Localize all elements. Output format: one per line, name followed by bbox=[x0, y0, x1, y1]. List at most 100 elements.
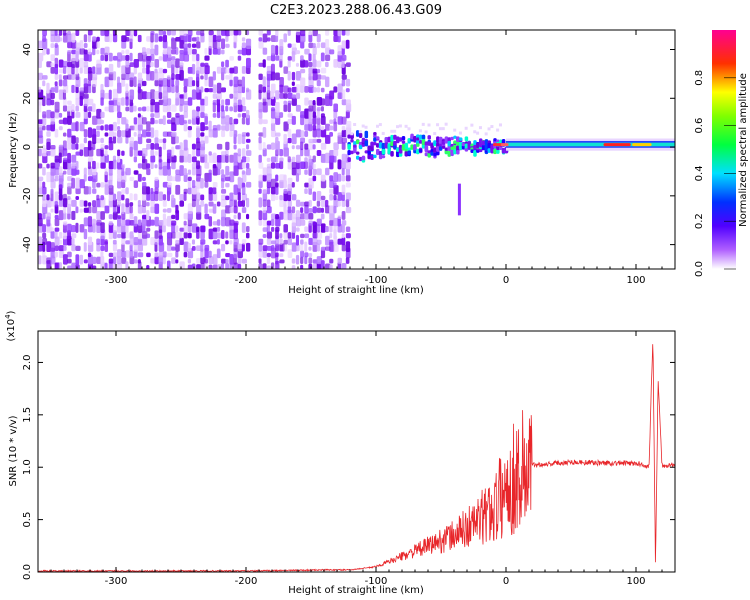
heatmap-cell bbox=[108, 258, 114, 264]
heatmap-cell bbox=[229, 67, 235, 74]
heatmap-cell bbox=[279, 93, 285, 99]
heatmap-cell bbox=[87, 106, 93, 112]
heatmap-cell bbox=[283, 188, 288, 194]
heatmap-cell bbox=[112, 230, 117, 239]
heatmap-cell bbox=[38, 180, 42, 189]
heatmap-cell bbox=[329, 90, 335, 100]
heatmap-cell bbox=[433, 140, 437, 145]
heatmap-cell bbox=[384, 142, 389, 149]
heatmap-cell bbox=[266, 231, 273, 239]
colorbar: 0.00.20.40.60.8 Normalized spectral ampl… bbox=[694, 30, 749, 277]
heatmap-cell bbox=[233, 198, 237, 208]
heatmap-cell bbox=[221, 130, 226, 138]
heatmap-cell bbox=[241, 97, 246, 106]
heatmap-cell bbox=[183, 86, 188, 93]
heatmap-cell bbox=[171, 60, 176, 68]
heatmap-cell bbox=[154, 230, 159, 239]
heatmap-cell bbox=[287, 43, 292, 48]
heatmap-cell bbox=[312, 53, 316, 62]
heatmap-cell bbox=[262, 227, 268, 232]
heatmap-cell bbox=[329, 49, 335, 55]
heatmap-cell bbox=[154, 44, 159, 56]
heatmap-cell bbox=[158, 191, 164, 202]
heatmap-cell bbox=[208, 264, 213, 269]
heatmap-cell bbox=[196, 148, 201, 157]
heatmap-cell bbox=[333, 118, 337, 125]
heatmap-cell bbox=[295, 84, 301, 94]
heatmap-cell bbox=[229, 130, 233, 138]
heatmap-cell bbox=[270, 226, 275, 232]
heatmap-cell bbox=[212, 163, 217, 169]
heatmap-cell bbox=[398, 137, 403, 142]
heatmap-cell bbox=[50, 208, 54, 213]
heatmap-cell bbox=[200, 62, 205, 67]
snr-scale-exponent: 4 bbox=[4, 314, 12, 319]
heatmap-cell bbox=[316, 239, 322, 245]
heatmap-cell bbox=[279, 157, 284, 163]
heatmap-cell bbox=[158, 220, 164, 226]
y-tick-label: 1.5 bbox=[22, 407, 33, 423]
heatmap-cell bbox=[150, 160, 154, 170]
heatmap-cell bbox=[300, 161, 306, 169]
heatmap-cell bbox=[345, 257, 350, 264]
heatmap-cell bbox=[75, 187, 81, 195]
heatmap-cell bbox=[216, 35, 222, 43]
heatmap-cell bbox=[175, 92, 181, 99]
heatmap-cell bbox=[96, 148, 102, 157]
heatmap-cell bbox=[125, 187, 129, 195]
heatmap-cell bbox=[325, 123, 331, 131]
heatmap-cell bbox=[304, 60, 309, 68]
heatmap-cell bbox=[208, 169, 212, 175]
heatmap-cell bbox=[146, 252, 151, 258]
heatmap-cell bbox=[312, 68, 318, 74]
heatmap-cell bbox=[241, 162, 246, 169]
heatmap-cell bbox=[312, 175, 317, 182]
heatmap-cell bbox=[246, 156, 250, 163]
heatmap-cell bbox=[258, 210, 263, 221]
heatmap-cell bbox=[407, 151, 411, 155]
heatmap-cell bbox=[262, 189, 267, 194]
heatmap-cell bbox=[125, 198, 130, 208]
heatmap-cell bbox=[175, 239, 180, 245]
heatmap-cell bbox=[308, 53, 312, 62]
heatmap-cell bbox=[150, 155, 156, 163]
heatmap-cell bbox=[262, 174, 267, 182]
heatmap-cell bbox=[196, 204, 202, 214]
heatmap-cell bbox=[166, 111, 172, 118]
heatmap-cell bbox=[312, 206, 317, 214]
heatmap-cell bbox=[104, 205, 110, 214]
heatmap-cell bbox=[300, 40, 305, 49]
heatmap-cell bbox=[87, 111, 92, 119]
heatmap-cell bbox=[229, 123, 235, 131]
heatmap-cell bbox=[46, 194, 50, 201]
heatmap-cell bbox=[58, 210, 64, 221]
heatmap-cell bbox=[125, 49, 130, 55]
heatmap-cell bbox=[67, 105, 72, 112]
heatmap-cell bbox=[237, 133, 242, 145]
heatmap-cell bbox=[204, 72, 208, 81]
heatmap-cell bbox=[112, 121, 117, 132]
heatmap-cell bbox=[108, 214, 113, 220]
heatmap-cell bbox=[62, 65, 67, 74]
heatmap-cell bbox=[171, 194, 175, 201]
heatmap-cell bbox=[200, 239, 206, 245]
heatmap-cell bbox=[275, 182, 279, 188]
heatmap-cell bbox=[390, 140, 394, 147]
heatmap-cell bbox=[112, 132, 117, 137]
heatmap-cell bbox=[50, 87, 55, 93]
heatmap-cell bbox=[407, 127, 411, 131]
heatmap-cell bbox=[229, 219, 235, 226]
heatmap-cell bbox=[270, 83, 276, 94]
heatmap-cell bbox=[67, 30, 71, 36]
heatmap-cell bbox=[75, 222, 79, 233]
heatmap-cell bbox=[233, 66, 238, 74]
heatmap-cell bbox=[329, 239, 334, 245]
heatmap-cell bbox=[71, 177, 75, 189]
heatmap-cell bbox=[92, 206, 98, 214]
heatmap-cell bbox=[166, 98, 172, 106]
heatmap-cell bbox=[54, 155, 60, 163]
heatmap-cell bbox=[117, 191, 122, 202]
heatmap-cell bbox=[304, 252, 309, 258]
heatmap-cell bbox=[221, 30, 227, 36]
heatmap-cell bbox=[108, 160, 114, 170]
